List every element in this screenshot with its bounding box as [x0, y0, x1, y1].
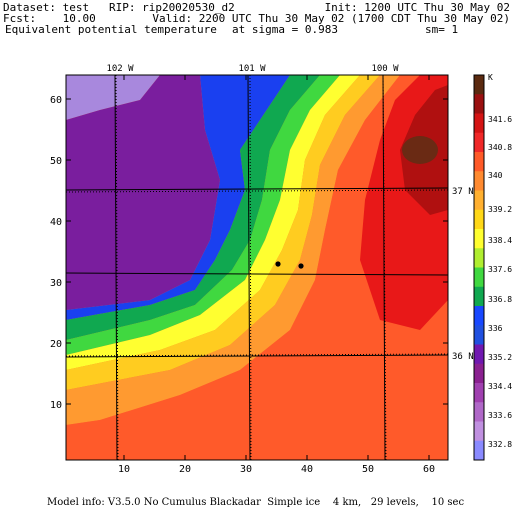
equivalent-potential-temperature-field — [66, 75, 448, 460]
colorbar-swatch — [474, 286, 484, 307]
plot-frame — [65, 74, 449, 461]
model-info: Model info: V3.5.0 No Cumulus Blackadar … — [47, 497, 465, 508]
field-name: Equivalent potential temperature — [5, 23, 217, 36]
colorbar-swatch — [474, 248, 484, 268]
latitude-label: 37 N — [452, 187, 474, 197]
colorbar-level: 334.4 — [488, 382, 512, 391]
y-tick-label: 50 — [50, 156, 62, 167]
graticule-lines — [65, 74, 449, 461]
x-tick-label: 50 — [362, 464, 374, 475]
colorbar-frame — [473, 74, 485, 461]
colorbar-level: 339.2 — [488, 205, 512, 214]
colorbar-swatch — [474, 152, 484, 172]
x-tick-label: 40 — [301, 464, 313, 475]
x-tick-label: 30 — [240, 464, 252, 475]
colorbar-level: 332.8 — [488, 440, 512, 449]
colorbar-level: 340 — [488, 171, 503, 180]
station-marker — [298, 263, 304, 269]
colorbar-swatch — [474, 132, 484, 153]
smoothing: sm= 1 — [425, 23, 459, 36]
colorbar-swatch — [474, 421, 484, 442]
color-bar — [473, 74, 485, 461]
y-tick-label: 60 — [50, 95, 62, 106]
colorbar-swatch — [474, 190, 484, 211]
colorbar-swatch — [474, 94, 484, 114]
colorbar-swatch — [474, 113, 484, 134]
colorbar-swatch — [474, 229, 484, 249]
y-tick-label: 20 — [50, 339, 62, 350]
colorbar-level: 340.8 — [488, 143, 512, 152]
colorbar-level: 338.4 — [488, 236, 512, 245]
x-tick-label: 10 — [118, 464, 130, 475]
longitude-label: 101 W — [238, 64, 266, 74]
colorbar-level: 336 — [488, 324, 503, 333]
longitude-label: 102 W — [106, 64, 134, 74]
colorbar-level: 333.6 — [488, 411, 512, 420]
y-tick-label: 30 — [50, 278, 62, 289]
station-marker — [275, 261, 281, 267]
init-time: Init: 1200 UTC Thu 30 May 02 — [324, 1, 510, 14]
y-tick-label: 40 — [50, 217, 62, 228]
longitude-label: 100 W — [371, 64, 399, 74]
colorbar-swatch — [474, 75, 484, 95]
colorbar-swatch — [474, 363, 484, 384]
colorbar-unit: K — [488, 73, 493, 82]
x-tick-label: 20 — [179, 464, 191, 475]
colorbar-swatch — [474, 440, 484, 461]
colorbar-level: 341.6 — [488, 115, 512, 124]
x-tick-label: 60 — [423, 464, 435, 475]
forecast-hour: Fcst: 10.00 — [3, 12, 96, 25]
valid-time: Valid: 2200 UTC Thu 30 May 02 (1700 CDT … — [152, 12, 510, 25]
colorbar-swatch — [474, 306, 484, 326]
colorbar-swatch — [474, 171, 484, 191]
colorbar-level: 337.6 — [488, 265, 512, 274]
y-axis — [66, 98, 448, 405]
latitude-label: 36 N — [452, 352, 474, 362]
sigma-level: at sigma = 0.983 — [232, 23, 338, 36]
colorbar-swatch — [474, 267, 484, 288]
colorbar-swatch — [474, 402, 484, 422]
colorbar-swatch — [474, 344, 484, 365]
dataset-line: Dataset: test RIP: rip20020530_d2 — [3, 1, 235, 14]
x-axis — [123, 75, 430, 460]
y-tick-label: 10 — [50, 400, 62, 411]
colorbar-swatch — [474, 383, 484, 403]
colorbar-level: 336.8 — [488, 295, 512, 304]
colorbar-swatch — [474, 325, 484, 345]
colorbar-swatch — [474, 209, 484, 230]
colorbar-level: 335.2 — [488, 353, 512, 362]
